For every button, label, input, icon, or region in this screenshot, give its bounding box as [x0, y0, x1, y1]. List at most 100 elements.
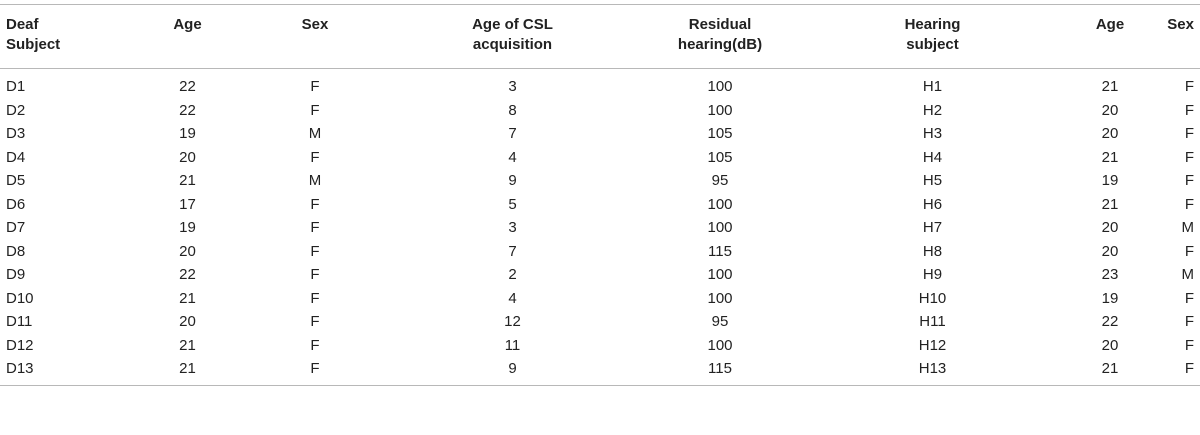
- cell-hearing-age: 21: [1101, 360, 1119, 377]
- cell-hearing-sex: F: [1184, 195, 1194, 213]
- cell-csl-acquisition-age: 9: [508, 172, 517, 189]
- cell-hearing-subject-id: H10: [918, 289, 947, 307]
- table-row: D13 21 F 9 115 H13 21 F: [0, 357, 1200, 385]
- cell-hearing-sex: M: [1181, 219, 1195, 236]
- cell-deaf-subject-id: D13: [6, 360, 34, 377]
- cell-deaf-sex: F: [310, 195, 320, 213]
- cell-deaf-subject-id: D4: [6, 148, 26, 166]
- table-row: D12 21 F 11 100 H12 20 F: [0, 334, 1200, 358]
- cell-hearing-sex: M: [1181, 266, 1195, 283]
- cell-csl-acquisition-age: 4: [508, 289, 517, 307]
- cell-deaf-subject-id: D2: [6, 101, 26, 119]
- cell-hearing-age: 21: [1101, 78, 1119, 95]
- cell-deaf-age: 22: [179, 101, 196, 119]
- cell-hearing-sex: F: [1184, 148, 1194, 166]
- cell-hearing-sex: F: [1184, 313, 1194, 330]
- cell-hearing-age: 21: [1101, 195, 1119, 213]
- cell-deaf-age: 19: [179, 125, 196, 142]
- cell-hearing-age: 20: [1101, 242, 1119, 260]
- cell-hearing-sex: F: [1184, 336, 1194, 354]
- header-age: Age: [173, 16, 202, 33]
- cell-deaf-subject-id: D12: [6, 336, 34, 354]
- cell-residual-hearing: 115: [708, 242, 732, 260]
- cell-deaf-sex: F: [310, 219, 320, 236]
- cell-deaf-sex: F: [310, 360, 320, 377]
- cell-hearing-sex: F: [1184, 242, 1194, 260]
- table-row: D6 17 F 5 100 H6 21 F: [0, 193, 1200, 217]
- cell-deaf-age: 20: [179, 242, 196, 260]
- cell-hearing-subject-id: H6: [922, 195, 943, 213]
- cell-deaf-sex: F: [310, 313, 320, 330]
- cell-hearing-subject-id: H11: [919, 313, 946, 330]
- header-hearing-age: Age: [1095, 16, 1125, 33]
- cell-deaf-age: 22: [179, 78, 196, 95]
- table-row: D7 19 F 3 100 H7 20 M: [0, 216, 1200, 240]
- cell-hearing-subject-id: H1: [922, 78, 943, 95]
- cell-hearing-age: 20: [1101, 219, 1119, 236]
- cell-hearing-subject-id: H5: [922, 172, 943, 189]
- cell-deaf-subject-id: D10: [6, 289, 34, 307]
- cell-hearing-age: 22: [1101, 313, 1119, 330]
- cell-deaf-age: 22: [179, 266, 196, 283]
- cell-hearing-subject-id: H13: [918, 360, 947, 377]
- cell-csl-acquisition-age: 9: [508, 360, 517, 377]
- cell-deaf-sex: M: [308, 172, 322, 189]
- cell-csl-acquisition-age: 3: [508, 219, 517, 236]
- cell-hearing-subject-id: H7: [922, 219, 943, 236]
- cell-deaf-sex: F: [310, 266, 320, 283]
- table-row: D5 21 M 9 95 H5 19 F: [0, 169, 1200, 193]
- cell-deaf-subject-id: D5: [6, 172, 26, 189]
- cell-csl-acquisition-age: 7: [508, 242, 517, 260]
- cell-csl-acquisition-age: 2: [508, 266, 517, 283]
- cell-hearing-age: 23: [1101, 266, 1119, 283]
- cell-deaf-age: 21: [179, 336, 196, 354]
- cell-hearing-sex: F: [1184, 78, 1194, 95]
- cell-deaf-sex: M: [308, 125, 322, 142]
- cell-residual-hearing: 100: [707, 289, 733, 307]
- cell-csl-acquisition-age: 7: [508, 125, 517, 142]
- cell-csl-acquisition-age: 5: [508, 195, 517, 213]
- header-sex: Sex: [301, 16, 329, 33]
- cell-hearing-subject-id: H9: [922, 266, 943, 283]
- cell-hearing-age: 21: [1101, 148, 1119, 166]
- cell-deaf-sex: F: [310, 148, 320, 166]
- cell-hearing-sex: F: [1184, 125, 1194, 142]
- cell-residual-hearing: 95: [711, 172, 729, 189]
- cell-deaf-sex: F: [310, 78, 320, 95]
- table-row: D4 20 F 4 105 H4 21 F: [0, 146, 1200, 170]
- cell-residual-hearing: 100: [707, 219, 733, 236]
- cell-deaf-age: 17: [179, 195, 196, 213]
- header-deaf-subject: Deaf Subject: [6, 16, 61, 53]
- header-age-of-csl-acquisition: Age of CSL acquisition: [472, 16, 553, 53]
- cell-hearing-sex: F: [1184, 360, 1194, 377]
- cell-deaf-age: 21: [179, 289, 196, 307]
- cell-residual-hearing: 105: [707, 148, 733, 166]
- cell-hearing-age: 20: [1101, 101, 1119, 119]
- header-residual-hearing: Residual hearing(dB): [677, 16, 763, 53]
- cell-residual-hearing: 100: [707, 78, 733, 95]
- cell-deaf-age: 20: [179, 313, 196, 330]
- cell-hearing-age: 19: [1101, 289, 1119, 307]
- cell-hearing-age: 20: [1101, 336, 1119, 354]
- cell-hearing-subject-id: H8: [922, 242, 943, 260]
- cell-deaf-sex: F: [310, 101, 320, 119]
- cell-deaf-age: 20: [179, 148, 196, 166]
- cell-deaf-age: 21: [179, 360, 196, 377]
- cell-deaf-subject-id: D1: [6, 78, 26, 95]
- cell-deaf-subject-id: D6: [6, 195, 26, 213]
- table-body: D1 22 F 3 100 H1 21 F D2 22 F 8 100 H2 20 F D3 19 M 7 105 H3 2…: [0, 69, 1200, 385]
- cell-residual-hearing: 100: [707, 195, 733, 213]
- cell-hearing-sex: F: [1184, 172, 1194, 189]
- cell-deaf-subject-id: D11: [6, 313, 33, 330]
- table-row: D1 22 F 3 100 H1 21 F: [0, 69, 1200, 99]
- cell-csl-acquisition-age: 3: [508, 78, 517, 95]
- cell-hearing-subject-id: H3: [922, 125, 943, 142]
- cell-hearing-sex: F: [1184, 289, 1194, 307]
- cell-residual-hearing: 105: [707, 125, 733, 142]
- cell-csl-acquisition-age: 8: [508, 101, 517, 119]
- table-row: D10 21 F 4 100 H10 19 F: [0, 287, 1200, 311]
- header-hearing-sex: Sex: [1167, 16, 1194, 33]
- cell-deaf-sex: F: [310, 242, 320, 260]
- table-row: D3 19 M 7 105 H3 20 F: [0, 122, 1200, 146]
